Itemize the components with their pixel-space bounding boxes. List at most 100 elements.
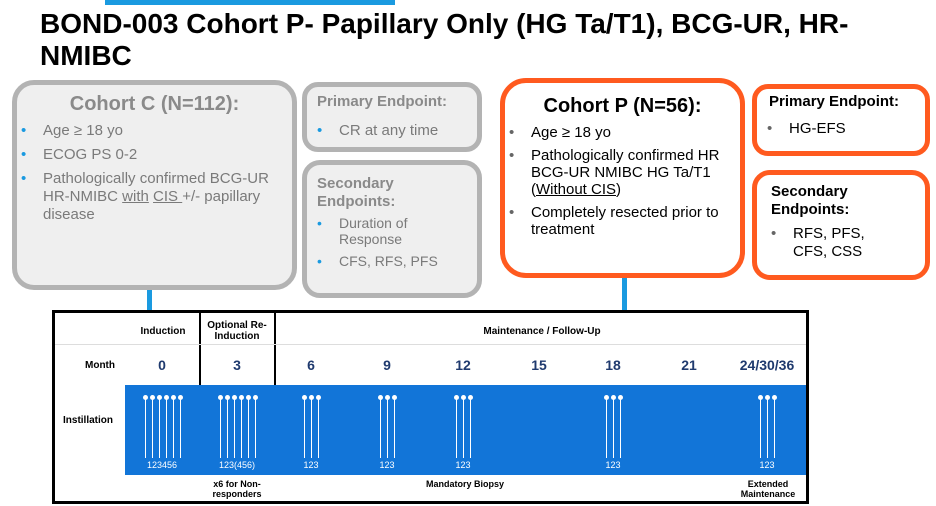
instillation-dot xyxy=(392,395,397,400)
list-item: • Duration of Response xyxy=(317,215,408,247)
instillation-line xyxy=(774,398,775,458)
list-item: • RFS, PFS, CFS, CSS xyxy=(771,225,865,260)
instillation-line xyxy=(240,398,242,458)
instillation-count-3: 123 xyxy=(379,460,395,470)
instillation-dot xyxy=(252,395,258,400)
instillation-line xyxy=(620,398,621,458)
instillation-label: Instillation xyxy=(63,415,113,426)
month-0: 0 xyxy=(158,357,166,373)
month-4: 12 xyxy=(455,357,471,373)
list-item: • HG-EFS xyxy=(767,120,846,137)
instillation-dot xyxy=(156,395,162,400)
instillation-line xyxy=(318,398,319,458)
list-item: • Pathologically confirmed HR BCG-UR NMIB… xyxy=(509,147,720,198)
instillation-line xyxy=(247,398,249,458)
cohort-p-criteria: • Age ≥ 18 yo • Pathologically confirmed H… xyxy=(505,124,740,238)
month-1: 3 xyxy=(233,357,241,373)
list-item: • Age ≥ 18 yo xyxy=(509,124,611,141)
page-title: BOND-003 Cohort P- Papillary Only (HG Ta… xyxy=(40,8,849,71)
cohort-c-primary-heading: Primary Endpoint: xyxy=(317,93,448,110)
instillation-dot xyxy=(177,395,183,400)
month-6: 18 xyxy=(605,357,621,373)
cohort-c-primary-endpoint-box: Primary Endpoint: • CR at any time xyxy=(302,82,482,152)
cohort-c-secondary-endpoints-box: Secondary Endpoints: • Duration of Respon… xyxy=(302,160,482,298)
cohort-c-criteria: • Age ≥ 18 yo • ECOG PS 0-2 • Pathologicall… xyxy=(17,122,292,224)
instillation-line xyxy=(219,398,221,458)
instillation-dot xyxy=(378,395,383,400)
instillation-count-1: 123(456) xyxy=(218,460,256,470)
instillation-count-8: 123 xyxy=(759,460,775,470)
instillation-dot xyxy=(163,395,169,400)
cohort-c-heading: Cohort C (N=112): xyxy=(69,93,240,115)
list-item: • Age ≥ 18 yo xyxy=(21,122,123,139)
instillation-line xyxy=(760,398,761,458)
instillation-dot xyxy=(468,395,473,400)
treatment-schedule: Induction Optional Re-Induction Maintena… xyxy=(52,310,809,504)
list-item: • Pathologically confirmed BCG-UR HR-NMIB… xyxy=(21,170,269,223)
month-2: 6 xyxy=(307,357,315,373)
instillation-band xyxy=(125,385,806,475)
month-8: 24/30/36 xyxy=(739,357,795,373)
top-accent-bar xyxy=(105,0,395,5)
instillation-dot xyxy=(238,395,244,400)
instillation-dot xyxy=(149,395,155,400)
month-3: 9 xyxy=(383,357,391,373)
instillation-line xyxy=(470,398,471,458)
list-item: • ECOG PS 0-2 xyxy=(21,146,138,163)
instillation-line xyxy=(463,398,464,458)
instillation-line xyxy=(158,398,160,458)
instillation-dot xyxy=(604,395,609,400)
instillation-dot xyxy=(758,395,763,400)
footnote-extended-maintenance: Extended Maintenance xyxy=(740,479,796,499)
cohort-p-primary-heading: Primary Endpoint: xyxy=(769,93,900,110)
instillation-line xyxy=(151,398,153,458)
instillation-line xyxy=(226,398,228,458)
instillation-dot xyxy=(772,395,777,400)
cohort-c-secondary-list: • Duration of Response • CFS, RFS, PFS xyxy=(307,215,477,269)
instillation-line xyxy=(304,398,305,458)
cohort-p-secondary-endpoints-box: Secondary Endpoints: • RFS, PFS, CFS, CSS xyxy=(752,170,930,280)
instillation-line xyxy=(767,398,768,458)
instillation-count-0: 123456 xyxy=(146,460,178,470)
instillation-line xyxy=(179,398,181,458)
phase-induction: Induction xyxy=(140,326,186,337)
cohort-c-secondary-heading: Secondary Endpoints: xyxy=(317,175,396,210)
month-7: 21 xyxy=(681,357,697,373)
instillation-dot xyxy=(217,395,223,400)
instillation-line xyxy=(311,398,312,458)
instillation-line xyxy=(606,398,607,458)
instillation-dot xyxy=(302,395,307,400)
instillation-line xyxy=(456,398,457,458)
instillation-line xyxy=(380,398,381,458)
month-label: Month xyxy=(85,360,115,371)
instillation-dot xyxy=(245,395,251,400)
instillation-dot xyxy=(224,395,230,400)
list-item: • CFS, RFS, PFS xyxy=(317,253,438,269)
cohort-p-heading: Cohort P (N=56): xyxy=(543,95,702,117)
list-item: • Completely resected prior to treatment xyxy=(509,204,719,238)
month-5: 15 xyxy=(531,357,547,373)
instillation-dot xyxy=(170,395,176,400)
cohort-p-box: Cohort P (N=56): • Age ≥ 18 yo • Pathologi… xyxy=(500,78,745,278)
list-item: • CR at any time xyxy=(317,122,439,139)
instillation-dot xyxy=(454,395,459,400)
instillation-dot xyxy=(309,395,314,400)
instillation-count-6: 123 xyxy=(605,460,621,470)
footnote-mandatory-biopsy: Mandatory Biopsy xyxy=(425,479,504,489)
instillation-dot xyxy=(618,395,623,400)
instillation-line xyxy=(233,398,235,458)
cohort-p-secondary-heading: Secondary Endpoints: xyxy=(771,183,850,218)
cohort-c-primary-list: • CR at any time xyxy=(307,122,477,139)
instillation-line xyxy=(254,398,256,458)
instillation-dot xyxy=(611,395,616,400)
instillation-dot xyxy=(765,395,770,400)
instillation-line xyxy=(387,398,388,458)
instillation-dot xyxy=(316,395,321,400)
cohort-p-connector xyxy=(622,278,627,310)
instillation-dot xyxy=(385,395,390,400)
phase-reinduction: Optional Re-Induction xyxy=(207,320,267,342)
instillation-dot xyxy=(231,395,237,400)
instillation-dot xyxy=(461,395,466,400)
footnote-non-responders: x6 for Non-responders xyxy=(212,479,262,499)
instillation-line xyxy=(394,398,395,458)
